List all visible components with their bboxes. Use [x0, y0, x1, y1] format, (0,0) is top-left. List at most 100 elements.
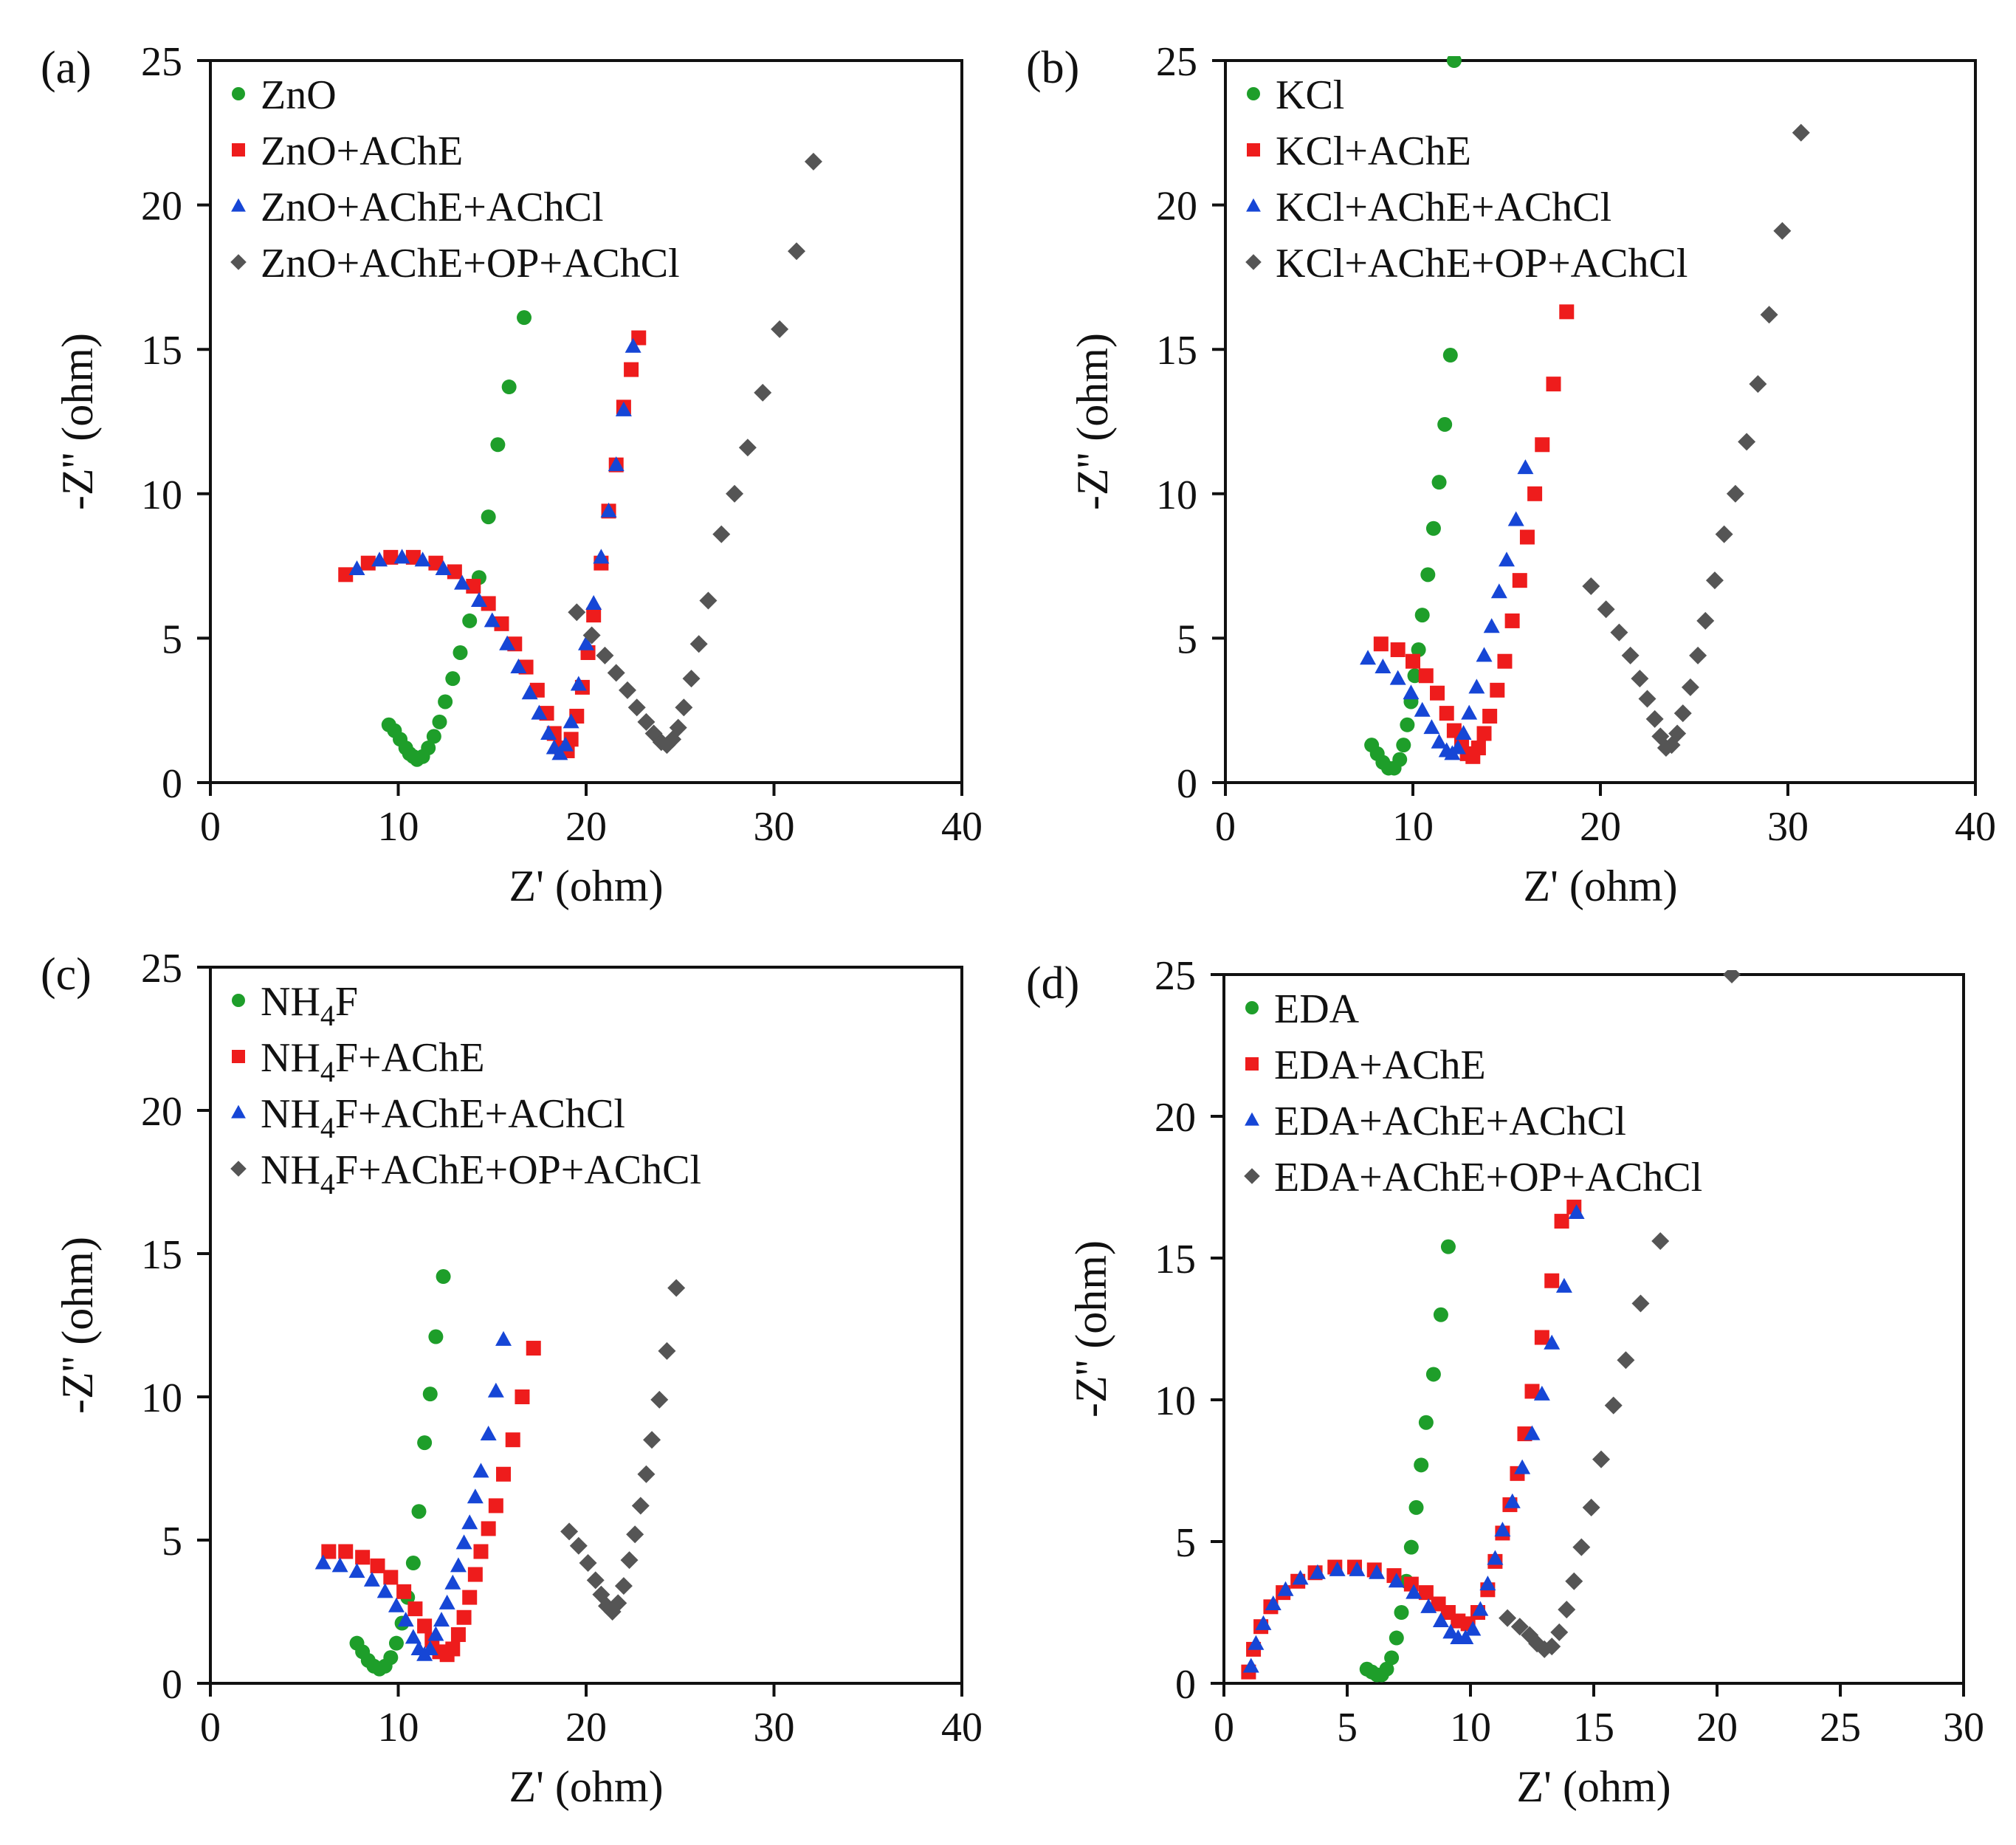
- data-point-square: [445, 1641, 461, 1657]
- data-point-circle: [501, 379, 517, 395]
- data-point-diamond: [582, 626, 601, 645]
- data-points: [1360, 56, 1810, 776]
- y-tick-label: 10: [1155, 1378, 1196, 1424]
- data-point-diamond: [712, 525, 731, 543]
- data-point-diamond: [650, 1390, 669, 1409]
- data-point-triangle: [484, 612, 500, 628]
- y-tick-label: 0: [162, 761, 182, 807]
- data-point-circle: [517, 310, 532, 326]
- data-point-triangle: [585, 594, 602, 610]
- data-point-square: [396, 1584, 412, 1599]
- data-point-triangle: [593, 549, 610, 564]
- x-axis-label: Z' (ohm): [509, 862, 663, 910]
- data-point-square: [1504, 613, 1520, 628]
- data-point-diamond: [771, 320, 789, 338]
- data-point-triangle: [540, 724, 557, 740]
- data-point-triangle: [405, 1629, 422, 1644]
- legend-marker-circle: [1247, 87, 1260, 100]
- data-point-diamond: [788, 242, 806, 261]
- data-point-triangle: [1517, 459, 1534, 475]
- y-axis-label: -Z'' (ohm): [53, 1237, 102, 1414]
- data-point-circle: [1389, 1630, 1404, 1646]
- x-axis-label: Z' (ohm): [509, 1762, 663, 1811]
- data-point-diamond: [1582, 1498, 1600, 1516]
- data-point-circle: [405, 1556, 421, 1571]
- data-point-triangle: [1442, 1624, 1459, 1639]
- x-tick-label: 30: [754, 1705, 795, 1750]
- data-point-square: [338, 567, 354, 583]
- data-point-diamond: [1726, 484, 1744, 503]
- data-point-circle: [422, 1387, 438, 1402]
- legend-marker-square: [1247, 143, 1260, 157]
- data-point-square: [456, 1609, 472, 1625]
- data-point-diamond: [804, 152, 822, 171]
- data-point-triangle: [480, 1425, 497, 1440]
- data-point-circle: [1403, 1539, 1419, 1555]
- data-point-triangle: [393, 549, 410, 564]
- legend: EDA EDA+AChE EDA+AChE+AChCl EDA+AChE+OP+ACh…: [1244, 986, 1702, 1200]
- data-point-triangle: [1403, 684, 1420, 700]
- x-tick-label: 10: [378, 1705, 419, 1750]
- data-point-triangle: [1329, 1561, 1346, 1576]
- x-tick-label: 30: [754, 804, 795, 850]
- data-point-diamond: [637, 712, 656, 731]
- data-point-diamond: [1592, 1450, 1611, 1468]
- series-nh4f-ache: [321, 1341, 541, 1663]
- legend-entry-zno-ache: ZnO+AChE: [261, 128, 463, 174]
- data-point-triangle: [1277, 1581, 1294, 1596]
- data-point-square: [1527, 486, 1543, 501]
- data-point-square: [447, 564, 462, 580]
- series-nh4f-ache-achcl: [314, 1330, 512, 1661]
- data-point-square: [481, 596, 496, 611]
- data-point-square: [1535, 437, 1550, 453]
- data-point-diamond: [1572, 1538, 1591, 1556]
- x-tick-label: 40: [1955, 804, 1996, 850]
- legend-entry-zno-ache-achcl: ZnO+AChE+AChCl: [261, 185, 604, 230]
- data-point-square: [1497, 653, 1513, 669]
- panel-a: (a) 0 10 20 30 40 0 5 10 15 20 25 Z' (ohm) -Z'' (ohm)…: [41, 39, 983, 910]
- data-point-triangle: [371, 552, 388, 567]
- legend-marker-triangle: [1245, 1112, 1259, 1126]
- data-point-triangle: [1414, 701, 1431, 717]
- data-point-square: [383, 549, 399, 565]
- data-point-circle: [1425, 520, 1441, 536]
- data-point-triangle: [1465, 1621, 1482, 1636]
- data-point-diamond: [1510, 1618, 1529, 1636]
- data-point-circle: [421, 741, 436, 756]
- data-point-triangle: [600, 502, 617, 518]
- x-tick-label: 10: [1392, 804, 1434, 850]
- data-point-triangle: [1499, 552, 1515, 567]
- data-point-circle: [411, 1504, 427, 1519]
- data-point-diamond: [1610, 623, 1628, 642]
- data-point-square: [505, 1432, 520, 1448]
- y-tick-label: 5: [162, 1519, 182, 1564]
- data-point-triangle: [1555, 1277, 1572, 1293]
- y-tick-label: 20: [141, 184, 182, 230]
- data-point-square: [1418, 1585, 1434, 1601]
- series-kcl: [1364, 56, 1462, 776]
- legend-entry-kcl-ache-achcl: KCl+AChE+AChCl: [1276, 185, 1611, 230]
- legend-entry-zno-ache-op-achcl: ZnO+AChE+OP+AChCl: [261, 241, 680, 286]
- data-point-circle: [1437, 416, 1453, 432]
- x-tick-label: 40: [941, 804, 983, 850]
- data-point-triangle: [1468, 678, 1485, 694]
- data-point-triangle: [433, 1612, 450, 1627]
- data-point-diamond: [568, 603, 586, 622]
- data-point-circle: [453, 645, 468, 660]
- legend: ZnO ZnO+AChE ZnO+AChE+AChCl ZnO+AChE+OP+ACh…: [230, 72, 680, 286]
- y-tick-label: 0: [162, 1662, 182, 1708]
- y-tick-label: 20: [141, 1089, 182, 1135]
- data-point-triangle: [1568, 1204, 1585, 1220]
- data-point-triangle: [1544, 1334, 1561, 1350]
- data-point-triangle: [578, 635, 594, 650]
- data-point-diamond: [637, 1465, 656, 1483]
- series-nh4f: [349, 1269, 451, 1677]
- data-point-circle: [1411, 642, 1426, 658]
- data-point-square: [355, 1550, 371, 1565]
- data-point-circle: [1433, 1307, 1448, 1322]
- y-tick-label: 25: [141, 946, 182, 992]
- data-point-square: [1430, 685, 1445, 701]
- data-point-square: [1544, 1273, 1560, 1288]
- data-point-square: [450, 1627, 466, 1643]
- data-point-square: [624, 362, 639, 377]
